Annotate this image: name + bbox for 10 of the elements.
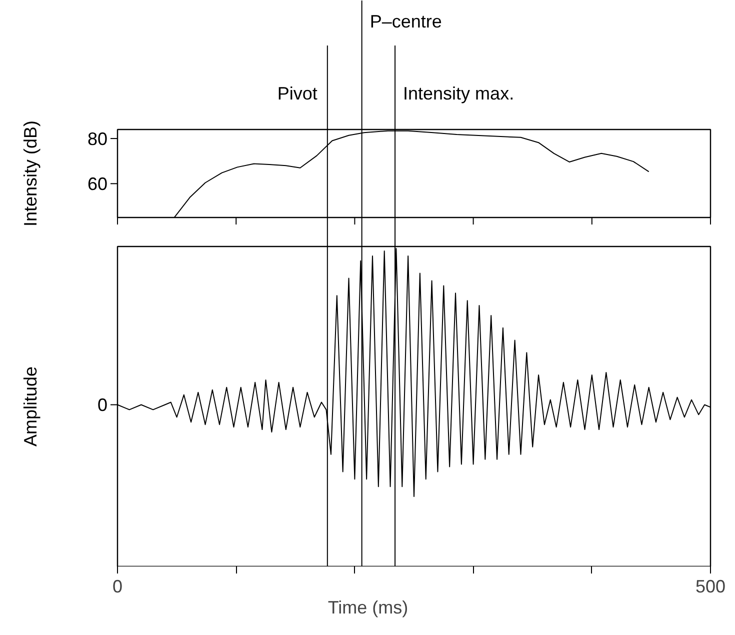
x-axis-title: Time (ms) <box>328 598 408 618</box>
y-tick-label: 60 <box>87 174 108 194</box>
y-axis-title: Amplitude <box>20 366 40 447</box>
y-axis-title: Intensity (dB) <box>20 120 40 227</box>
text: 0 <box>97 395 108 416</box>
x-tick-label: 500 <box>695 576 726 596</box>
y-tick-label: 80 <box>87 129 108 150</box>
ref-line-label: P–centre <box>370 12 442 32</box>
ref-line-label: Pivot <box>277 84 318 104</box>
ref-line-label: Intensity max. <box>403 84 514 104</box>
